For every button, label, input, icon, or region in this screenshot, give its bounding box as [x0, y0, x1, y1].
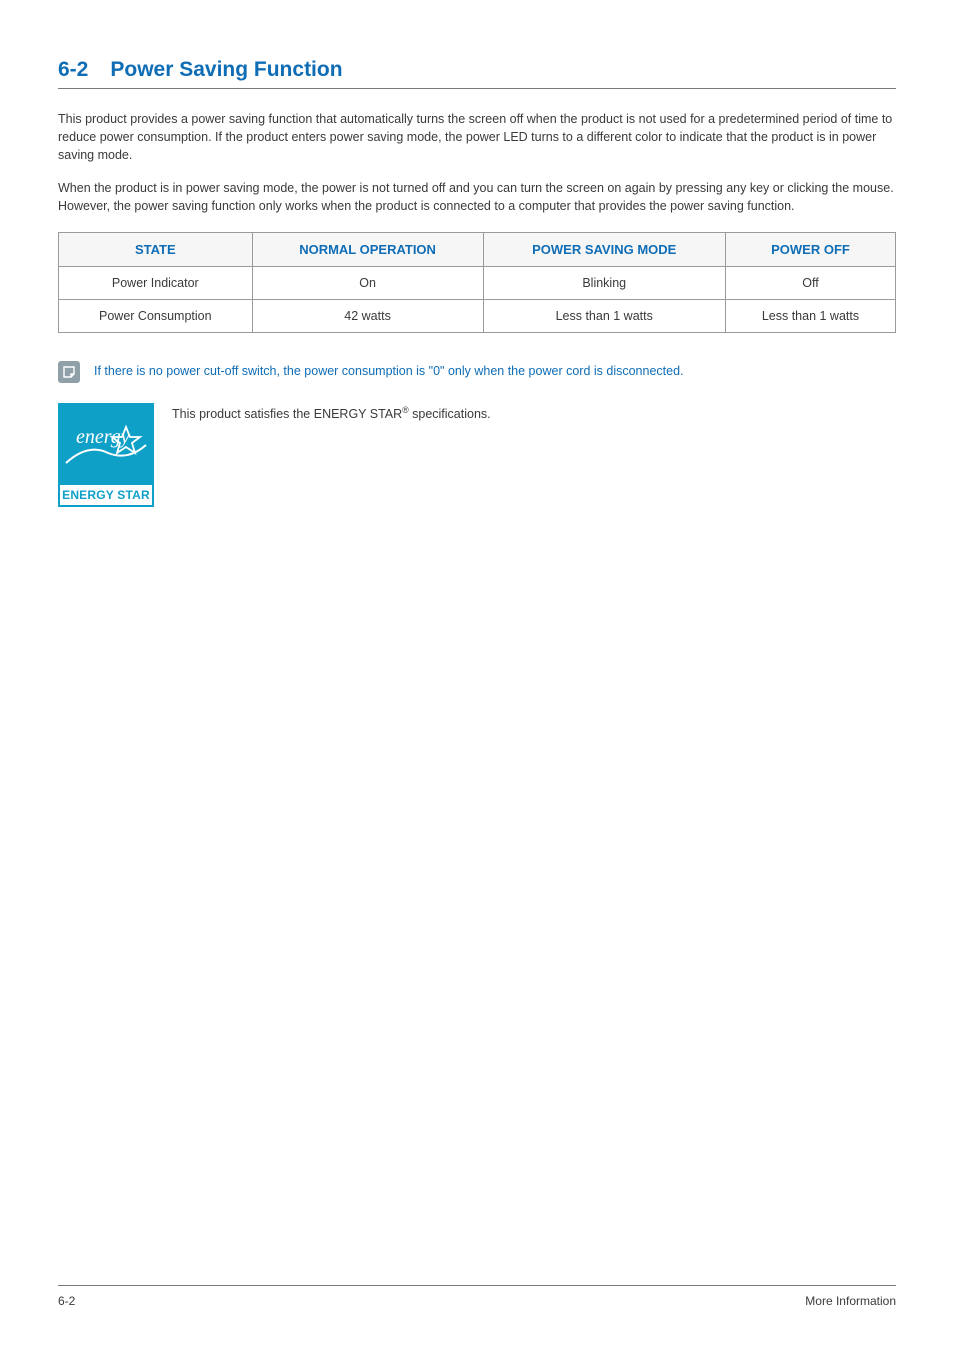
- section-heading: 6-2 Power Saving Function: [58, 58, 896, 89]
- page-footer: 6-2 More Information: [58, 1285, 896, 1308]
- note-icon: [58, 361, 80, 383]
- energy-star-text: This product satisfies the ENERGY STAR® …: [172, 403, 491, 421]
- cell: Power Indicator: [59, 266, 253, 299]
- intro-paragraph-2: When the product is in power saving mode…: [58, 180, 896, 216]
- note-block: If there is no power cut-off switch, the…: [58, 361, 896, 383]
- footer-left: 6-2: [58, 1294, 75, 1308]
- col-normal: NORMAL OPERATION: [252, 232, 483, 266]
- intro-paragraph-1: This product provides a power saving fun…: [58, 111, 896, 164]
- section-number: 6-2: [58, 58, 88, 82]
- section-title: Power Saving Function: [110, 58, 342, 82]
- energy-star-logo: energy ENERGY STAR: [58, 403, 154, 507]
- footer-right: More Information: [805, 1294, 896, 1308]
- cell: Power Consumption: [59, 299, 253, 332]
- table-row: Power Indicator On Blinking Off: [59, 266, 896, 299]
- energy-star-logo-label: ENERGY STAR: [58, 485, 154, 507]
- cell: Less than 1 watts: [483, 299, 725, 332]
- estar-text-after: specifications.: [409, 407, 491, 421]
- col-state: STATE: [59, 232, 253, 266]
- col-off: POWER OFF: [725, 232, 895, 266]
- col-saving: POWER SAVING MODE: [483, 232, 725, 266]
- cell: 42 watts: [252, 299, 483, 332]
- cell: On: [252, 266, 483, 299]
- cell: Off: [725, 266, 895, 299]
- energy-star-logo-top: energy: [58, 403, 154, 485]
- estar-text-before: This product satisfies the ENERGY STAR: [172, 407, 402, 421]
- table-row: Power Consumption 42 watts Less than 1 w…: [59, 299, 896, 332]
- note-text: If there is no power cut-off switch, the…: [94, 361, 684, 381]
- energy-star-block: energy ENERGY STAR This product satisfie…: [58, 403, 896, 507]
- cell: Blinking: [483, 266, 725, 299]
- table-header-row: STATE NORMAL OPERATION POWER SAVING MODE…: [59, 232, 896, 266]
- power-state-table: STATE NORMAL OPERATION POWER SAVING MODE…: [58, 232, 896, 333]
- energy-star-logo-text: ENERGY STAR: [62, 488, 150, 502]
- cell: Less than 1 watts: [725, 299, 895, 332]
